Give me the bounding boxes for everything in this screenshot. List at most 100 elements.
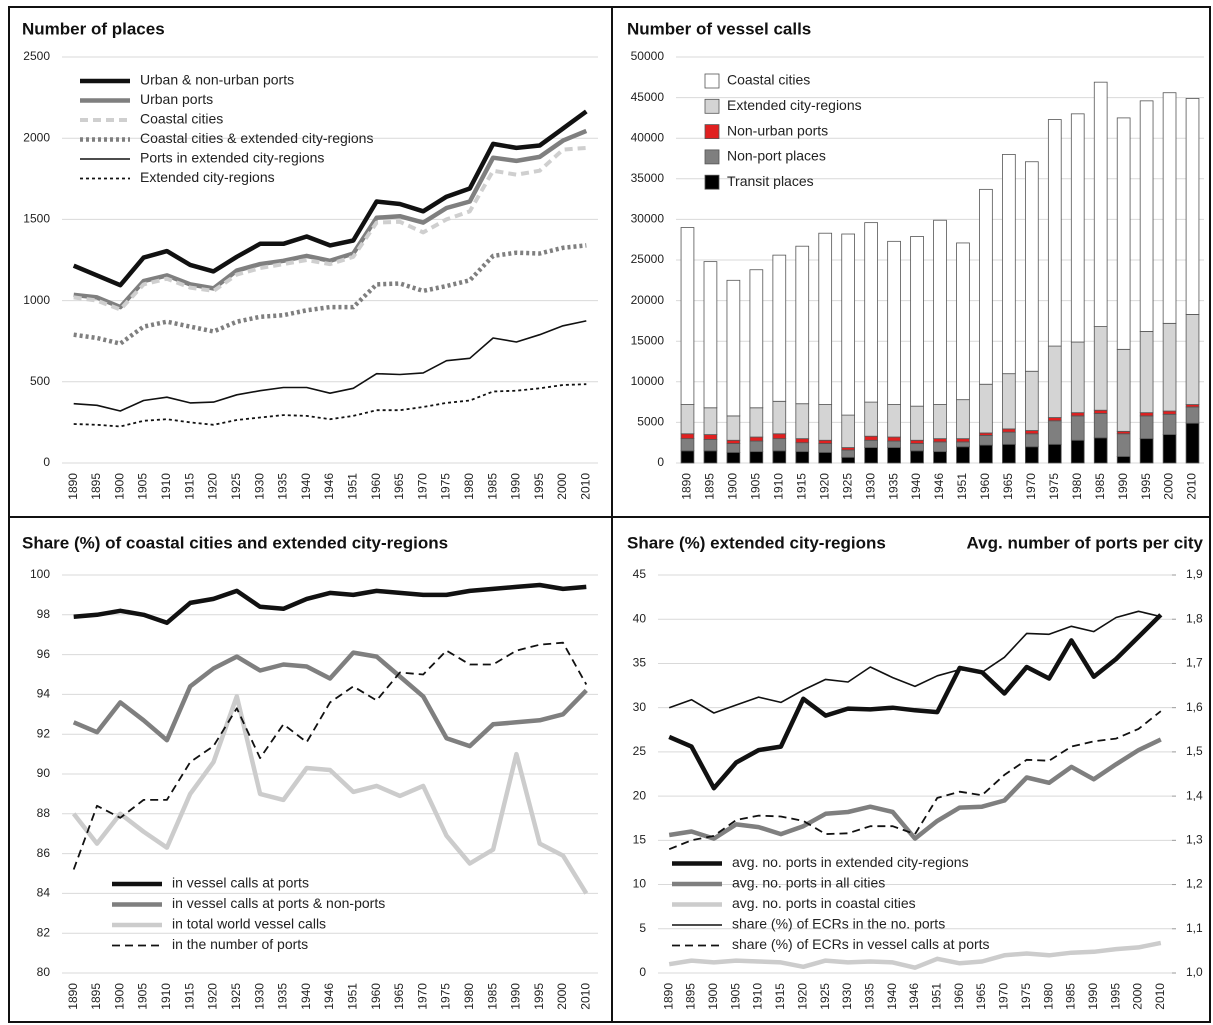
bar-segment xyxy=(1139,415,1154,440)
x-tick-label: 1965 xyxy=(974,983,988,1010)
bar-segment xyxy=(979,188,993,385)
bar-segment xyxy=(979,434,993,446)
legend-label: share (%) of ECRs in the no. ports xyxy=(732,916,945,932)
legend-swatch xyxy=(704,124,720,139)
chart-title: Number of places xyxy=(22,19,165,38)
bar-segment xyxy=(1070,341,1085,414)
x-tick-label: 1915 xyxy=(773,983,787,1010)
x-tick-label: 1935 xyxy=(276,983,290,1010)
bar-segment xyxy=(1139,100,1154,332)
bar-segment xyxy=(749,451,764,464)
bar-segment xyxy=(1002,431,1016,445)
line-series xyxy=(668,940,1162,970)
x-tick-label: 1970 xyxy=(415,983,429,1010)
line-series xyxy=(71,694,589,895)
bar-segment xyxy=(1093,437,1108,464)
legend-label: in vessel calls at ports & non-ports xyxy=(172,895,385,911)
y2-tick-label: 1,1 xyxy=(1186,921,1203,935)
legend-swatch xyxy=(704,73,720,89)
y-tick-label: 100 xyxy=(30,567,50,581)
bar-segment xyxy=(841,456,856,464)
x-tick-label: 1985 xyxy=(485,473,499,500)
bar-segment xyxy=(726,439,741,444)
bar-segment xyxy=(772,400,787,435)
legend-label: Extended city-regions xyxy=(727,97,862,113)
y2-tick-label: 1,5 xyxy=(1186,744,1203,758)
bar-segment xyxy=(933,438,947,443)
y2-tick-label: 1,6 xyxy=(1186,700,1203,714)
bar-segment xyxy=(1002,154,1016,375)
bar-segment xyxy=(1024,433,1039,448)
bar-segment xyxy=(795,451,810,464)
bar-segment xyxy=(703,450,718,464)
bar-segment xyxy=(956,446,970,464)
legend-label: in vessel calls at ports xyxy=(172,875,309,891)
x-tick-label: 1970 xyxy=(1024,473,1038,500)
line-series xyxy=(73,145,587,312)
x-tick-label: 1951 xyxy=(955,473,969,500)
bar-segment xyxy=(1047,443,1062,464)
x-tick-label: 1995 xyxy=(532,983,546,1010)
x-tick-label: 1920 xyxy=(817,473,831,500)
legend-swatch xyxy=(704,98,720,114)
line-series xyxy=(73,320,587,412)
x-tick-label: 1985 xyxy=(1093,473,1107,500)
bar-segment xyxy=(680,433,695,440)
bar-segment xyxy=(680,438,695,452)
y-tick-label: 86 xyxy=(37,846,51,860)
bar-segment xyxy=(818,443,833,453)
x-tick-label: 2010 xyxy=(579,983,593,1010)
y-tick-label: 1500 xyxy=(23,212,50,226)
bar-segment xyxy=(887,447,901,464)
chart-title: Number of vessel calls xyxy=(627,19,811,38)
bar-segment xyxy=(1024,446,1039,464)
bar-segment xyxy=(703,407,718,435)
x-tick-label: 1980 xyxy=(462,983,476,1010)
y-tick-label: 45 xyxy=(633,567,647,581)
y2-tick-label: 1,9 xyxy=(1186,567,1203,581)
bar-segment xyxy=(680,450,695,464)
bar-segment xyxy=(933,451,947,464)
x-tick-label: 1940 xyxy=(299,473,313,500)
bar-segment xyxy=(956,242,970,401)
legend-label: Non-urban ports xyxy=(727,122,828,138)
x-tick-label: 2010 xyxy=(1185,473,1199,500)
bar-segment xyxy=(1185,98,1200,315)
x-tick-label: 1890 xyxy=(661,983,675,1010)
bar-segment xyxy=(726,452,741,464)
bar-segment xyxy=(956,399,970,440)
x-tick-label: 1975 xyxy=(1047,473,1061,500)
bar-segment xyxy=(1002,373,1016,430)
bar-segment xyxy=(772,450,787,464)
y-tick-label: 2000 xyxy=(23,130,50,144)
line-series xyxy=(73,582,587,626)
x-tick-label: 1960 xyxy=(369,983,383,1010)
bar-segment xyxy=(1047,345,1062,418)
bar-segment xyxy=(1162,322,1177,412)
bar-segment xyxy=(1185,406,1200,424)
x-tick-label: 1930 xyxy=(252,983,266,1010)
bar-segment xyxy=(864,439,878,448)
bar-segment xyxy=(1162,410,1177,415)
y-tick-label: 35000 xyxy=(631,171,665,185)
bar-segment xyxy=(818,452,833,464)
legend-label: in total world vessel calls xyxy=(172,916,326,932)
y2-tick-label: 1,4 xyxy=(1186,788,1203,802)
line-series xyxy=(73,383,587,428)
bar-segment xyxy=(979,444,993,464)
legend-label: Transit places xyxy=(727,173,814,189)
x-tick-label: 1995 xyxy=(532,473,546,500)
x-tick-label: 1925 xyxy=(229,983,243,1010)
bar-segment xyxy=(1070,439,1085,464)
x-tick-label: 1946 xyxy=(932,473,946,500)
bar-segment xyxy=(1093,409,1108,414)
x-tick-label: 1890 xyxy=(66,983,80,1010)
x-tick-label: 1895 xyxy=(89,983,103,1010)
bar-segment xyxy=(1093,413,1108,439)
bar-segment xyxy=(864,435,878,441)
bar-segment xyxy=(1024,161,1039,372)
x-tick-label: 1900 xyxy=(726,473,740,500)
x-tick-label: 1980 xyxy=(462,473,476,500)
x-tick-label: 2010 xyxy=(1153,983,1167,1010)
